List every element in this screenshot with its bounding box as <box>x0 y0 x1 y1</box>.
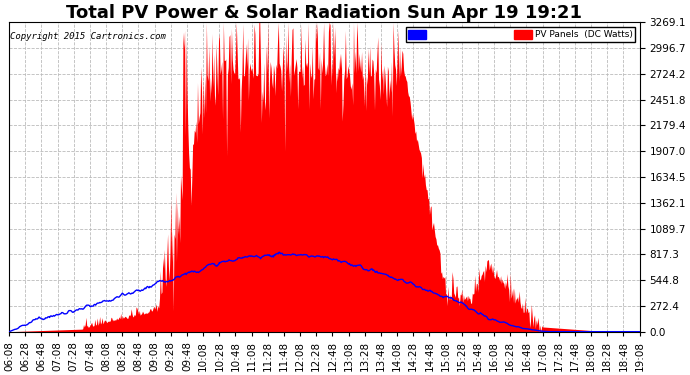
Legend: Radiation  (W/m2), PV Panels  (DC Watts): Radiation (W/m2), PV Panels (DC Watts) <box>406 27 635 42</box>
Text: Copyright 2015 Cartronics.com: Copyright 2015 Cartronics.com <box>10 32 166 40</box>
Title: Total PV Power & Solar Radiation Sun Apr 19 19:21: Total PV Power & Solar Radiation Sun Apr… <box>66 4 582 22</box>
